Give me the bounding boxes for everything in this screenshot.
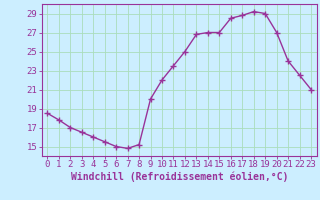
X-axis label: Windchill (Refroidissement éolien,°C): Windchill (Refroidissement éolien,°C) [70,172,288,182]
